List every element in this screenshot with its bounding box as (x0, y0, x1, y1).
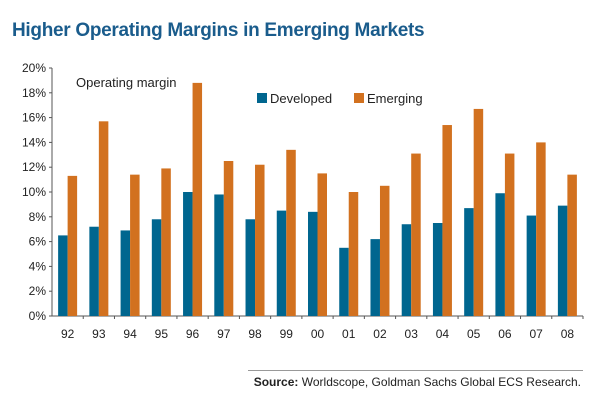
legend-label-emerging: Emerging (367, 91, 423, 106)
y-tick-label: 10% (22, 185, 46, 199)
bar-developed-95 (151, 219, 162, 316)
bar-developed-05 (464, 208, 474, 316)
bar-emerging-95 (161, 168, 171, 316)
legend-swatch-emerging (354, 93, 364, 103)
y-tick-label: 2% (29, 284, 47, 298)
bar-emerging-04 (442, 125, 452, 316)
bar-developed-94 (120, 230, 131, 316)
bar-developed-99 (276, 210, 287, 316)
x-tick-label: 97 (217, 327, 231, 341)
x-tick-label: 96 (186, 327, 200, 341)
x-tick-label: 02 (373, 327, 387, 341)
x-tick-label: 98 (248, 327, 262, 341)
x-tick-label: 04 (436, 327, 450, 341)
y-tick-label: 6% (29, 235, 47, 249)
bar-emerging-00 (317, 173, 327, 316)
x-tick-label: 95 (155, 327, 169, 341)
x-tick-label: 06 (498, 327, 512, 341)
source-note: Source: Worldscope, Goldman Sachs Global… (254, 375, 581, 389)
x-tick-label: 01 (342, 327, 356, 341)
x-tick-label: 07 (529, 327, 543, 341)
bar-emerging-06 (504, 153, 515, 316)
bar-developed-06 (495, 193, 505, 316)
bar-developed-00 (308, 211, 318, 316)
source-text: Worldscope, Goldman Sachs Global ECS Res… (301, 375, 581, 389)
y-tick-label: 4% (29, 259, 47, 273)
x-tick-label: 05 (467, 327, 481, 341)
x-tick-label: 93 (92, 327, 106, 341)
bar-developed-92 (58, 235, 68, 316)
bar-developed-93 (89, 226, 99, 316)
bar-developed-96 (183, 192, 193, 316)
bar-emerging-97 (223, 161, 234, 316)
bar-emerging-02 (379, 185, 390, 316)
annotation-label: Operating margin (76, 75, 176, 90)
bar-developed-97 (214, 194, 224, 316)
y-tick-label: 18% (22, 86, 46, 100)
x-tick-label: 94 (123, 327, 137, 341)
y-tick-label: 8% (29, 210, 47, 224)
bar-developed-07 (526, 215, 537, 316)
bar-emerging-05 (473, 108, 484, 316)
bar-emerging-98 (255, 164, 265, 316)
bar-emerging-08 (567, 174, 577, 316)
x-tick-label: 03 (405, 327, 419, 341)
y-tick-label: 14% (22, 135, 46, 149)
y-tick-label: 20% (22, 61, 46, 75)
x-tick-label: 00 (311, 327, 325, 341)
x-tick-label: 92 (61, 327, 75, 341)
bar-developed-02 (370, 239, 380, 316)
x-tick-label: 99 (280, 327, 294, 341)
bar-emerging-03 (411, 153, 421, 316)
bar-developed-04 (432, 223, 443, 316)
bar-emerging-07 (536, 142, 546, 316)
x-tick-label: 08 (561, 327, 575, 341)
y-tick-label: 0% (29, 309, 47, 323)
legend-swatch-developed (257, 93, 267, 103)
chart-title: Higher Operating Margins in Emerging Mar… (12, 20, 425, 41)
bar-emerging-01 (348, 192, 359, 316)
y-tick-label: 12% (22, 160, 46, 174)
bar-emerging-92 (67, 175, 78, 316)
bar-emerging-99 (286, 149, 296, 316)
bar-emerging-93 (98, 121, 109, 316)
bar-developed-03 (401, 224, 412, 316)
y-tick-label: 16% (22, 111, 46, 125)
legend-label-developed: Developed (270, 91, 332, 106)
source-label: Source: (253, 375, 299, 389)
bar-developed-08 (557, 205, 568, 316)
bar-emerging-96 (192, 82, 203, 316)
divider (248, 370, 583, 371)
bar-developed-98 (245, 219, 256, 316)
bar-developed-01 (339, 247, 349, 316)
bar-emerging-94 (130, 174, 140, 316)
